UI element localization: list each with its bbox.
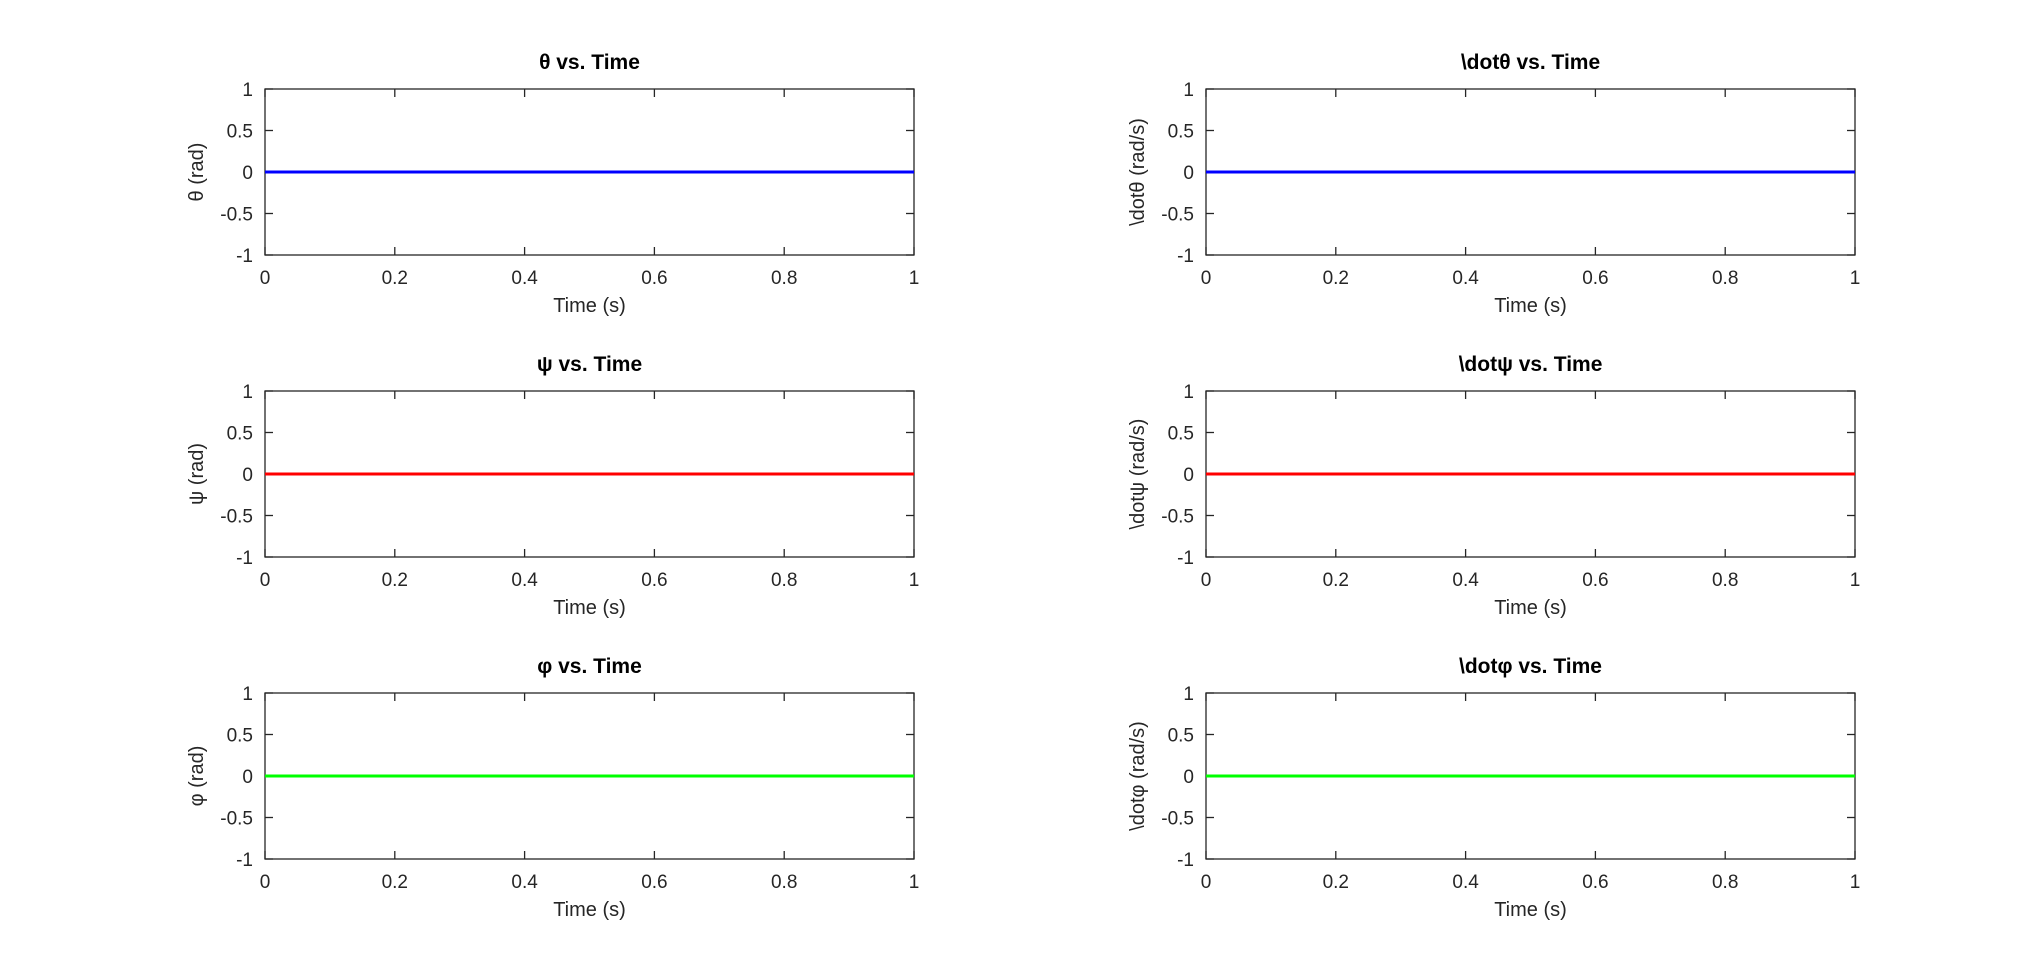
subplot-3: 0 0.2 0.4 0.6 0.8 1 -1 -0.5 0 0.5 1 ψ vs. Time Time …	[186, 353, 919, 619]
y-tick-label: 1	[242, 382, 253, 403]
x-tick-label: 1	[909, 570, 920, 591]
y-tick-label: 1	[1183, 80, 1194, 101]
x-tick-label: 0	[1201, 570, 1212, 591]
x-tick-label: 0.2	[382, 872, 408, 893]
y-tick-label: 0.5	[227, 726, 253, 747]
subplot-title: \dotφ vs. Time	[1459, 655, 1602, 678]
x-tick-label: 0	[1201, 268, 1212, 289]
subplot-4: 0 0.2 0.4 0.6 0.8 1 -1 -0.5 0 0.5 1 \dotψ vs. Time T…	[1127, 353, 1860, 619]
y-tick-label: 1	[1183, 684, 1194, 705]
x-tick-label: 0.4	[511, 570, 538, 591]
y-axis-label: \dotψ (rad/s)	[1127, 419, 1149, 530]
x-axis-label: Time (s)	[1494, 295, 1567, 317]
y-tick-label: -0.5	[1161, 507, 1194, 528]
x-tick-label: 0.2	[1323, 570, 1349, 591]
subplot-title: θ vs. Time	[539, 51, 640, 74]
x-tick-label: 0.2	[382, 570, 408, 591]
x-tick-label: 0.4	[511, 872, 538, 893]
y-axis-label: \dotθ (rad/s)	[1127, 118, 1149, 226]
y-axis-label: ψ (rad)	[186, 443, 208, 505]
x-tick-label: 0.4	[1452, 872, 1479, 893]
x-tick-label: 0.8	[1712, 570, 1738, 591]
x-tick-label: 0	[260, 872, 271, 893]
y-tick-label: -0.5	[1161, 809, 1194, 830]
x-tick-label: 0.6	[1582, 570, 1608, 591]
x-tick-label: 0.2	[382, 268, 408, 289]
x-tick-label: 1	[1850, 872, 1861, 893]
y-tick-label: -1	[236, 850, 253, 871]
x-tick-label: 0.4	[1452, 570, 1479, 591]
y-tick-label: -1	[236, 246, 253, 267]
y-axis-label: \dotφ (rad/s)	[1127, 721, 1149, 831]
x-tick-label: 0.8	[1712, 872, 1738, 893]
x-tick-label: 0.6	[641, 268, 667, 289]
y-tick-label: 0	[242, 163, 253, 184]
x-tick-label: 0.8	[771, 570, 797, 591]
y-tick-label: 0.5	[1168, 122, 1194, 143]
y-tick-label: 0.5	[1168, 424, 1194, 445]
x-tick-label: 0.8	[1712, 268, 1738, 289]
subplot-title: \dotθ vs. Time	[1461, 51, 1600, 74]
y-tick-label: -0.5	[1161, 205, 1194, 226]
x-axis-label: Time (s)	[1494, 597, 1567, 619]
y-tick-label: -1	[1177, 850, 1194, 871]
y-tick-label: 1	[242, 684, 253, 705]
x-tick-label: 0.6	[1582, 872, 1608, 893]
y-axis-label: θ (rad)	[186, 143, 208, 202]
subplot-1: 0 0.2 0.4 0.6 0.8 1 -1 -0.5 0 0.5 1 θ vs. Time Time …	[186, 51, 919, 317]
x-tick-label: 0.2	[1323, 872, 1349, 893]
x-tick-label: 1	[909, 872, 920, 893]
y-axis-label: φ (rad)	[186, 746, 208, 807]
x-tick-label: 1	[909, 268, 920, 289]
x-tick-label: 1	[1850, 268, 1861, 289]
x-axis-label: Time (s)	[553, 899, 626, 921]
x-axis-label: Time (s)	[553, 295, 626, 317]
subplot-5: 0 0.2 0.4 0.6 0.8 1 -1 -0.5 0 0.5 1 φ vs. Time Time …	[186, 655, 919, 921]
x-axis-label: Time (s)	[553, 597, 626, 619]
x-tick-label: 0	[1201, 872, 1212, 893]
y-tick-label: -1	[1177, 246, 1194, 267]
y-tick-label: 0	[1183, 767, 1194, 788]
x-tick-label: 0.4	[1452, 268, 1479, 289]
subplot-title: φ vs. Time	[537, 655, 642, 678]
y-tick-label: 0.5	[227, 122, 253, 143]
x-tick-label: 1	[1850, 570, 1861, 591]
x-tick-label: 0	[260, 268, 271, 289]
y-tick-label: 0.5	[1168, 726, 1194, 747]
y-tick-label: -0.5	[220, 809, 253, 830]
x-tick-label: 0.8	[771, 268, 797, 289]
x-axis-label: Time (s)	[1494, 899, 1567, 921]
subplot-2: 0 0.2 0.4 0.6 0.8 1 -1 -0.5 0 0.5 1 \dotθ vs. Time T…	[1127, 51, 1860, 317]
x-tick-label: 0.4	[511, 268, 538, 289]
x-tick-label: 0.2	[1323, 268, 1349, 289]
x-tick-label: 0.6	[641, 570, 667, 591]
x-tick-label: 0.6	[641, 872, 667, 893]
subplot-title: ψ vs. Time	[537, 353, 642, 376]
y-tick-label: 0.5	[227, 424, 253, 445]
y-tick-label: -0.5	[220, 507, 253, 528]
subplot-title: \dotψ vs. Time	[1459, 353, 1603, 376]
x-tick-label: 0.6	[1582, 268, 1608, 289]
y-tick-label: -1	[236, 548, 253, 569]
y-tick-label: 0	[1183, 163, 1194, 184]
x-tick-label: 0.8	[771, 872, 797, 893]
y-tick-label: 0	[242, 767, 253, 788]
y-tick-label: 0	[242, 465, 253, 486]
y-tick-label: 0	[1183, 465, 1194, 486]
x-tick-label: 0	[260, 570, 271, 591]
y-tick-label: -1	[1177, 548, 1194, 569]
y-tick-label: 1	[242, 80, 253, 101]
y-tick-label: 1	[1183, 382, 1194, 403]
subplot-6: 0 0.2 0.4 0.6 0.8 1 -1 -0.5 0 0.5 1 \dotφ vs. Time T…	[1127, 655, 1860, 921]
y-tick-label: -0.5	[220, 205, 253, 226]
